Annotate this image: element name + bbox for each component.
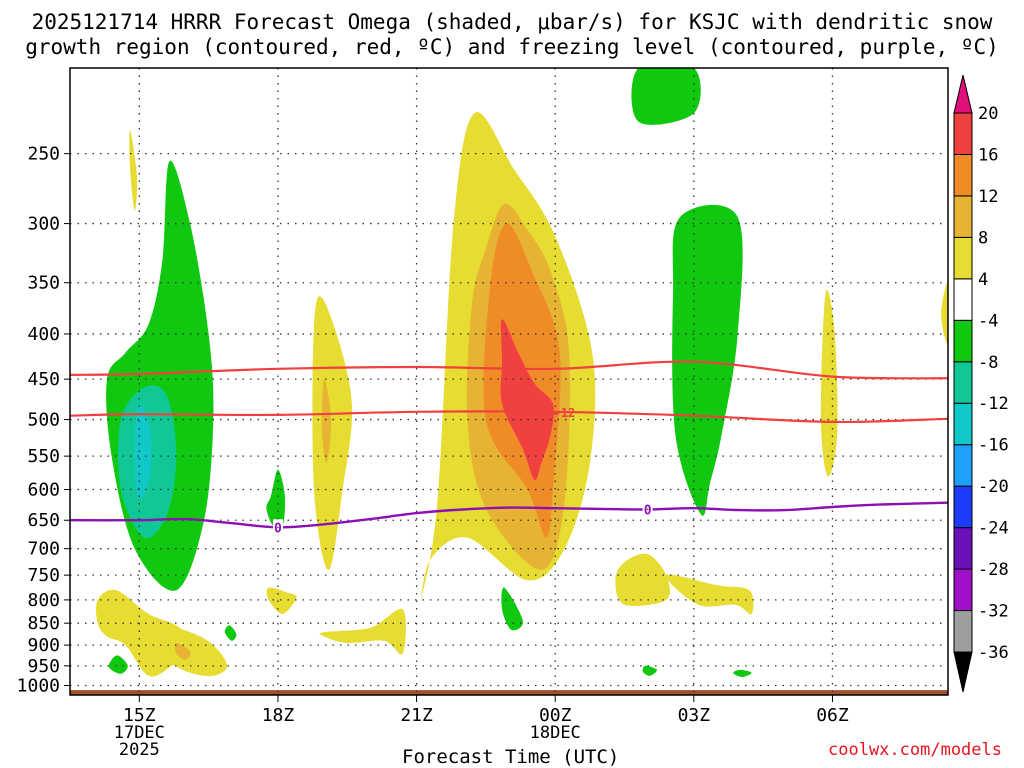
y-tick-label-750: 750: [27, 565, 60, 586]
title-line-1: 2025121714 HRRR Forecast Omega (shaded, …: [31, 10, 993, 34]
omega-region-19: [160, 626, 228, 677]
freezing-level-line: [70, 501, 948, 529]
colorbar-bin-6: [953, 402, 973, 446]
omega-region-3: [266, 469, 286, 530]
colorbar-label--32: -32: [978, 602, 1009, 622]
x-tick-label-15Z: 15Z: [123, 705, 156, 726]
y-tick-label-800: 800: [27, 590, 60, 611]
colorbar-label--28: -28: [978, 560, 1009, 580]
contour-minus12: [70, 360, 948, 380]
omega-region-6: [501, 587, 523, 631]
y-tick-label-550: 550: [27, 446, 60, 467]
y-tick-label-650: 650: [27, 510, 60, 531]
colorbar-label--24: -24: [978, 519, 1009, 539]
x-tick-label-00Z: 00Z: [539, 705, 572, 726]
y-tick-label-350: 350: [27, 273, 60, 294]
colorbar-bin-9: [953, 278, 973, 321]
dendritic-contour-label: -12: [554, 406, 576, 420]
title-line-2: growth region (contoured, red, ºC) and f…: [25, 35, 999, 59]
omega-region-17: [500, 319, 554, 481]
ground-layer: [70, 690, 948, 695]
y-tick-label-1000: 1000: [17, 676, 60, 697]
colorbar-bin-3: [953, 527, 973, 570]
colorbar-label--8: -8: [978, 353, 998, 373]
colorbar-bin-11: [953, 195, 973, 238]
y-tick-label-250: 250: [27, 144, 60, 165]
colorbar-bin-12: [953, 153, 973, 197]
omega-region-7: [631, 68, 701, 125]
colorbar-bin-13: [953, 112, 973, 155]
y-tick-label-500: 500: [27, 410, 60, 431]
x-tick-label-18Z: 18Z: [262, 705, 295, 726]
colorbar-label-4: 4: [978, 270, 988, 290]
colorbar-label-20: 20: [978, 104, 998, 124]
y-tick-label-300: 300: [27, 214, 60, 235]
y-tick-label-950: 950: [27, 656, 60, 677]
colorbar-bin-10: [953, 236, 973, 280]
omega-region-10: [733, 669, 752, 678]
colorbar-bin-8: [953, 319, 973, 363]
omega-region-5: [224, 625, 237, 641]
omega-region-13: [321, 379, 332, 464]
colorbar-bin-2: [953, 568, 973, 612]
y-tick-label-900: 900: [27, 635, 60, 656]
omega-region-26: [941, 282, 948, 345]
colorbar-arrow-low: [953, 651, 973, 693]
colorbar-bin-7: [953, 361, 973, 404]
x-tick-label-21Z: 21Z: [400, 705, 433, 726]
freezing-label-bg-0: [272, 519, 283, 535]
colorbar-bin-1: [953, 610, 973, 653]
colorbar-label--12: -12: [978, 394, 1009, 414]
y-axis: 2503003504004505005506006507007508008509…: [17, 144, 70, 697]
colorbar: 20 16 12 8 4 -4 -8 -12 -16 -20 -24 -28 -32 -36: [953, 74, 1009, 693]
y-tick-label-600: 600: [27, 480, 60, 501]
omega-region-11: [129, 129, 138, 211]
credit-link[interactable]: coolwx.com/models: [828, 740, 1002, 760]
y-tick-label-400: 400: [27, 324, 60, 345]
x-tick-sublabel-2025: 2025: [119, 740, 160, 760]
plot-frame: [69, 67, 949, 696]
colorbar-label--16: -16: [978, 436, 1009, 456]
y-tick-label-450: 450: [27, 369, 60, 390]
freezing-label-bg-1: [642, 501, 653, 517]
colorbar-label-16: 16: [978, 145, 998, 165]
x-tick-label-03Z: 03Z: [678, 705, 711, 726]
colorbar-bin-4: [953, 485, 973, 529]
colorbar-arrow-high: [953, 74, 973, 114]
contour-lines: -12 0 0: [70, 360, 948, 536]
omega-region-4: [108, 655, 128, 674]
freezing-level-label-1: 0: [644, 503, 652, 518]
omega-region-12: [312, 296, 353, 571]
colorbar-label-8: 8: [978, 228, 988, 248]
omega-region-2: [134, 403, 152, 499]
omega-shading: [95, 68, 948, 678]
omega-region-25: [820, 289, 838, 477]
freezing-level-label-0: 0: [274, 521, 282, 536]
colorbar-label--4: -4: [978, 311, 998, 331]
colorbar-label-12: 12: [978, 187, 998, 207]
colorbar-label--36: -36: [978, 643, 1009, 663]
contour-minus18: [70, 410, 948, 424]
omega-region-24: [665, 574, 754, 615]
x-tick-sublabel-17DEC: 17DEC: [114, 723, 165, 743]
y-tick-label-850: 850: [27, 613, 60, 634]
omega-region-23: [615, 553, 670, 607]
omega-region-22: [319, 608, 406, 655]
omega-region-21: [266, 587, 297, 615]
omega-region-20: [174, 642, 191, 660]
ground-strip: [70, 690, 948, 695]
omega-region-8: [672, 204, 743, 516]
omega-region-9: [642, 665, 657, 676]
y-tick-label-700: 700: [27, 539, 60, 560]
x-tick-label-06Z: 06Z: [816, 705, 849, 726]
colorbar-label--20: -20: [978, 477, 1009, 497]
x-axis-label: Forecast Time (UTC): [402, 746, 620, 768]
x-tick-sublabel-18DEC: 18DEC: [530, 723, 581, 743]
colorbar-bin-5: [953, 444, 973, 487]
